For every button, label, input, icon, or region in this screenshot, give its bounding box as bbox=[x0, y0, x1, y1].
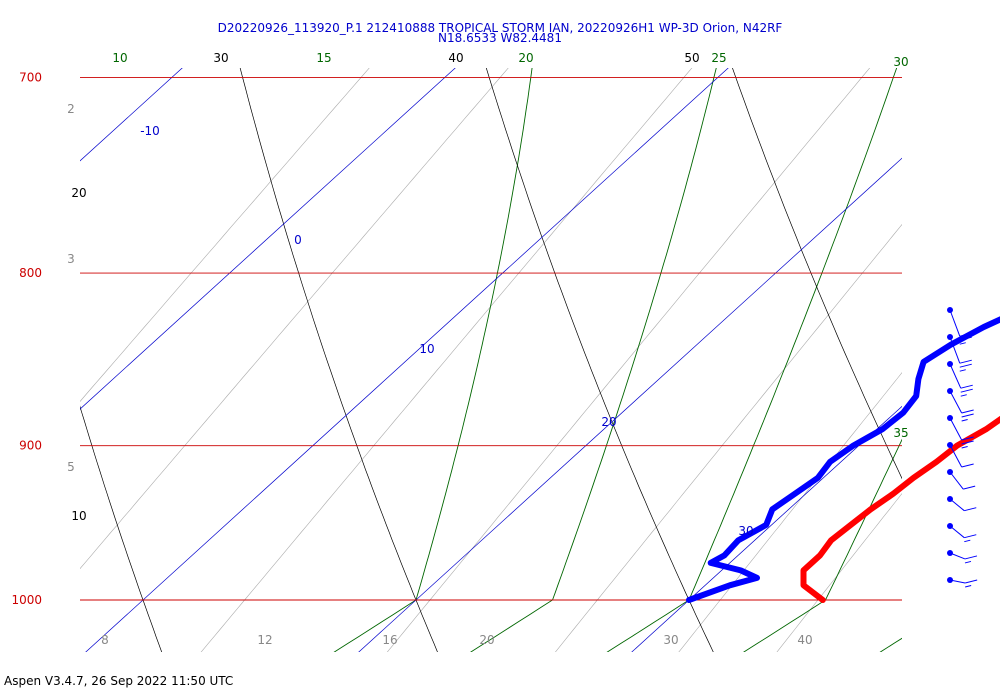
isobars bbox=[80, 0, 902, 600]
wind-barb-half-feather bbox=[960, 343, 966, 345]
mixing-ratio-label: 5 bbox=[67, 460, 75, 474]
dry-adiabats bbox=[0, 0, 1000, 685]
mixing-ratio-label: 16 bbox=[382, 633, 397, 647]
mixing-ratio-label: 12 bbox=[257, 633, 272, 647]
sounding-traces bbox=[689, 182, 1000, 600]
wind-barb-feather bbox=[964, 508, 976, 511]
dewpoint-trace bbox=[689, 182, 1000, 600]
wind-barb-feather bbox=[965, 580, 977, 583]
wind-barb-feather bbox=[960, 360, 972, 363]
mixing-ratio-label: 8 bbox=[101, 633, 109, 647]
wind-barb-staff bbox=[950, 364, 961, 388]
isotherm-label: -10 bbox=[140, 124, 160, 138]
isotherm-label: 10 bbox=[419, 342, 434, 356]
wind-barb-feather bbox=[961, 389, 973, 392]
wind-barb-half-feather bbox=[960, 370, 966, 372]
isotherms bbox=[0, 0, 1000, 685]
wind-barb-feather bbox=[963, 486, 975, 489]
wind-barb-staff bbox=[950, 553, 965, 559]
isobar-label: 900 bbox=[19, 439, 42, 453]
moist-adiabat-label: 20 bbox=[518, 51, 533, 65]
wind-barb-half-feather bbox=[962, 419, 968, 421]
dry-adiabat-label: 40 bbox=[448, 51, 463, 65]
mixing-ratio-label: 30 bbox=[663, 633, 678, 647]
mixing-ratio-label: 3 bbox=[67, 252, 75, 266]
moist-adiabats bbox=[282, 0, 1000, 685]
wind-barb-feather bbox=[960, 364, 972, 367]
dry-adiabat-label: 10 bbox=[71, 509, 86, 523]
isobar-label: 1000 bbox=[11, 593, 42, 607]
wind-barb-feather bbox=[962, 410, 974, 413]
wind-barb-half-feather bbox=[965, 585, 971, 587]
moist-adiabat-label: 15 bbox=[316, 51, 331, 65]
mixing-ratio-label: 2 bbox=[67, 102, 75, 116]
wind-barb-half-feather bbox=[961, 395, 967, 397]
moist-adiabat-label: 30 bbox=[893, 55, 908, 69]
isotherm-label: 30 bbox=[738, 524, 753, 538]
wind-barb-half-feather bbox=[964, 540, 970, 542]
wind-barb-staff bbox=[950, 310, 960, 336]
wind-barb-half-feather bbox=[965, 561, 971, 563]
wind-barb-feather bbox=[965, 556, 977, 559]
mixing-ratio-label: 40 bbox=[797, 633, 812, 647]
mixing-ratio-lines bbox=[0, 0, 1000, 685]
version-footer: Aspen V3.4.7, 26 Sep 2022 11:50 UTC bbox=[4, 674, 233, 688]
moist-adiabat-label: 35 bbox=[893, 426, 908, 440]
isotherm-label: 0 bbox=[294, 233, 302, 247]
wind-barb-staff bbox=[950, 472, 963, 489]
wind-barb-half-feather bbox=[962, 446, 968, 448]
isobar-label: 700 bbox=[19, 70, 42, 84]
wind-barb-staff bbox=[950, 499, 964, 511]
isobar-label: 800 bbox=[19, 266, 42, 280]
wind-barb-feather bbox=[962, 464, 974, 467]
isotherm-label: 20 bbox=[601, 415, 616, 429]
wind-barb-feather bbox=[962, 414, 974, 417]
wind-barb-staff bbox=[950, 391, 962, 413]
wind-barb-feather bbox=[961, 385, 973, 388]
wind-barb-staff bbox=[950, 418, 962, 440]
dry-adiabat-label: 20 bbox=[71, 186, 86, 200]
wind-barb-staff bbox=[950, 526, 964, 538]
moist-adiabat-label: 10 bbox=[112, 51, 127, 65]
wind-barb-profile bbox=[947, 307, 977, 587]
wind-barb-feather bbox=[964, 535, 976, 538]
mixing-ratio-label: 20 bbox=[479, 633, 494, 647]
dry-adiabat-label: 50 bbox=[684, 51, 699, 65]
moist-adiabat-label: 25 bbox=[711, 51, 726, 65]
chart-labels: 6007008009001000-10010203010203040501015… bbox=[11, 0, 908, 647]
dry-adiabat-label: 30 bbox=[213, 51, 228, 65]
